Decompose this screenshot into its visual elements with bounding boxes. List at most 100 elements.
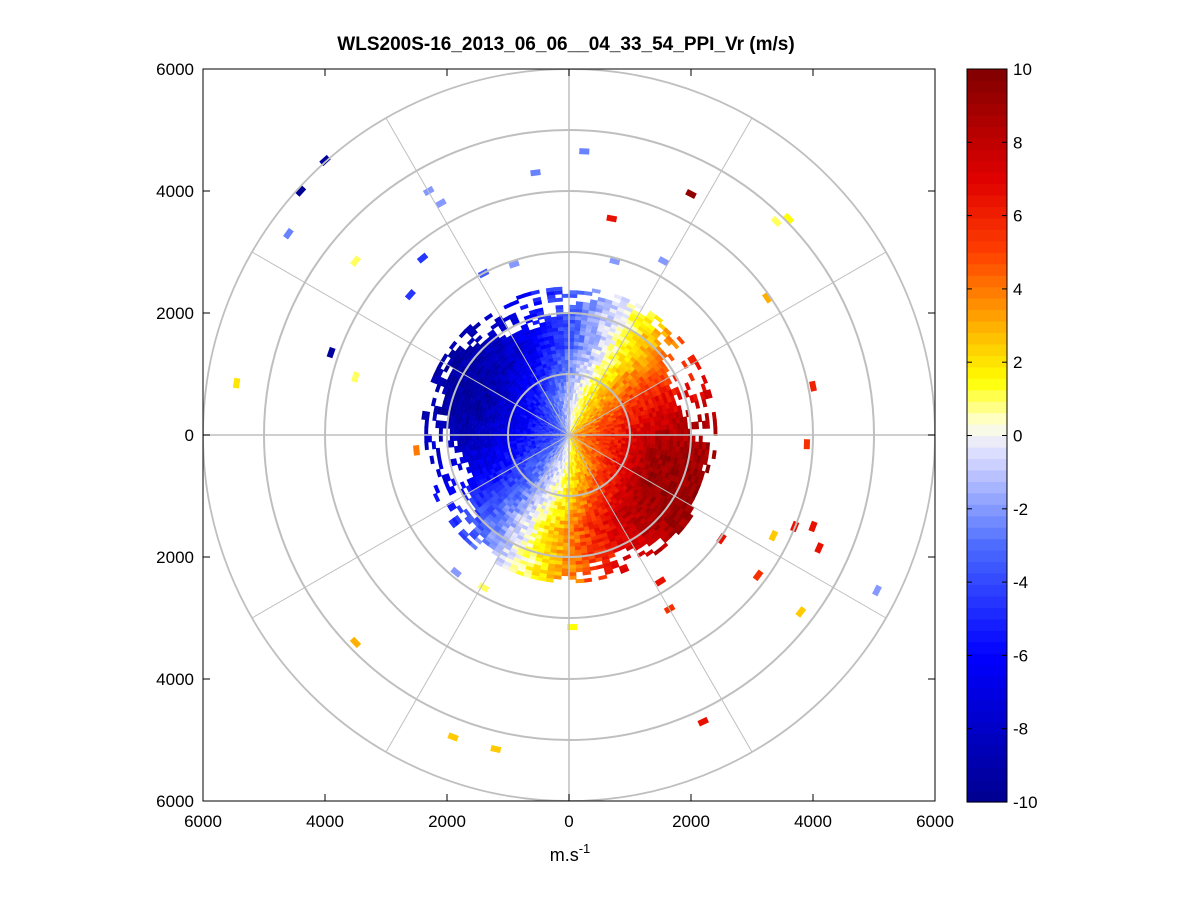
- field-cell: [545, 287, 555, 293]
- field-cell: [542, 416, 547, 420]
- field-cell: [568, 557, 576, 562]
- field-cell: [589, 302, 598, 309]
- field-cell: [539, 423, 544, 427]
- field-cell: [545, 467, 550, 472]
- field-cell: [546, 290, 556, 296]
- field-cell: [569, 455, 572, 459]
- field-cell: [541, 532, 549, 538]
- field-cell: [552, 431, 557, 433]
- field-cell: [554, 519, 560, 525]
- field-cell: [565, 426, 568, 430]
- field-cell: [482, 438, 488, 444]
- field-cell: [617, 426, 623, 431]
- field-cell: [542, 528, 549, 534]
- field-cell: [542, 455, 547, 460]
- field-cell: [444, 473, 452, 482]
- field-cell: [524, 345, 532, 352]
- field-cell: [570, 469, 573, 474]
- field-cell: [577, 516, 583, 521]
- field-cell: [591, 439, 597, 443]
- field-cell: [584, 396, 589, 401]
- field-cell: [647, 398, 654, 405]
- field-cell: [577, 422, 581, 426]
- field-cell: [564, 451, 567, 456]
- field-cell: [566, 447, 568, 452]
- field-cell: [587, 402, 592, 407]
- field-cell: [579, 364, 585, 369]
- field-cell: [608, 410, 614, 415]
- field-cell: [601, 520, 609, 526]
- y-tick-label: 4000: [156, 182, 194, 201]
- field-cell: [561, 454, 564, 459]
- field-cell: [675, 417, 681, 425]
- field-cell: [657, 444, 663, 451]
- field-cell: [588, 398, 593, 403]
- field-cell: [610, 515, 618, 522]
- field-cell: [687, 481, 694, 491]
- field-cell: [654, 435, 659, 441]
- colorbar-cell: [967, 676, 1007, 689]
- field-cell: [555, 451, 559, 456]
- field-cell: [573, 438, 577, 441]
- field-cell: [561, 557, 569, 562]
- field-cell: [540, 407, 545, 412]
- field-cell: [636, 438, 641, 443]
- field-cell: [653, 328, 662, 337]
- field-cell: [587, 506, 594, 512]
- field-cell: [597, 296, 607, 303]
- field-cell: [451, 409, 457, 417]
- field-cell: [481, 538, 491, 547]
- field-cell: [632, 427, 637, 433]
- field-cell: [610, 439, 615, 443]
- field-cell: [649, 417, 655, 423]
- field-cell: [554, 345, 561, 350]
- field-cell: [482, 429, 487, 435]
- field-cell: [435, 420, 440, 429]
- field-cell: [584, 461, 589, 466]
- field-cell: [690, 441, 696, 450]
- colorbar-cell: [967, 687, 1007, 700]
- field-cell: [464, 444, 470, 452]
- field-cell: [531, 567, 541, 574]
- field-cell: [523, 441, 528, 445]
- field-cell: [544, 403, 549, 408]
- field-cell: [552, 504, 558, 510]
- field-cell: [542, 464, 547, 470]
- field-cell: [553, 375, 558, 381]
- field-cell: [486, 532, 495, 541]
- field-cell: [561, 396, 564, 401]
- field-cell: [594, 422, 599, 426]
- field-cell: [513, 553, 523, 560]
- field-cell: [635, 420, 640, 425]
- field-cell: [607, 533, 615, 540]
- field-cell: [563, 396, 566, 401]
- field-cell: [574, 319, 582, 325]
- field-cell: [643, 435, 648, 440]
- field-cell: [549, 440, 554, 444]
- field-cell: [549, 396, 554, 401]
- field-cell: [453, 434, 458, 441]
- field-cell: [600, 404, 605, 409]
- field-cell: [540, 463, 545, 468]
- field-cell: [575, 501, 581, 507]
- field-cell: [573, 415, 576, 420]
- field-cell: [588, 453, 593, 458]
- scattered-gate: [814, 542, 824, 554]
- field-cell: [574, 435, 579, 437]
- field-cell: [556, 319, 564, 324]
- field-cell: [545, 447, 550, 452]
- field-cell: [621, 426, 626, 430]
- field-cell: [584, 427, 589, 430]
- field-cell: [571, 422, 574, 427]
- field-cell: [493, 426, 499, 432]
- field-cell: [554, 367, 560, 373]
- field-cell: [465, 450, 471, 457]
- field-cell: [660, 521, 669, 531]
- field-cell: [579, 451, 584, 456]
- field-cell: [559, 449, 563, 454]
- field-cell: [580, 459, 584, 464]
- field-cell: [587, 425, 592, 428]
- field-cell: [527, 554, 537, 561]
- field-cell: [584, 533, 591, 539]
- field-cell: [537, 431, 542, 434]
